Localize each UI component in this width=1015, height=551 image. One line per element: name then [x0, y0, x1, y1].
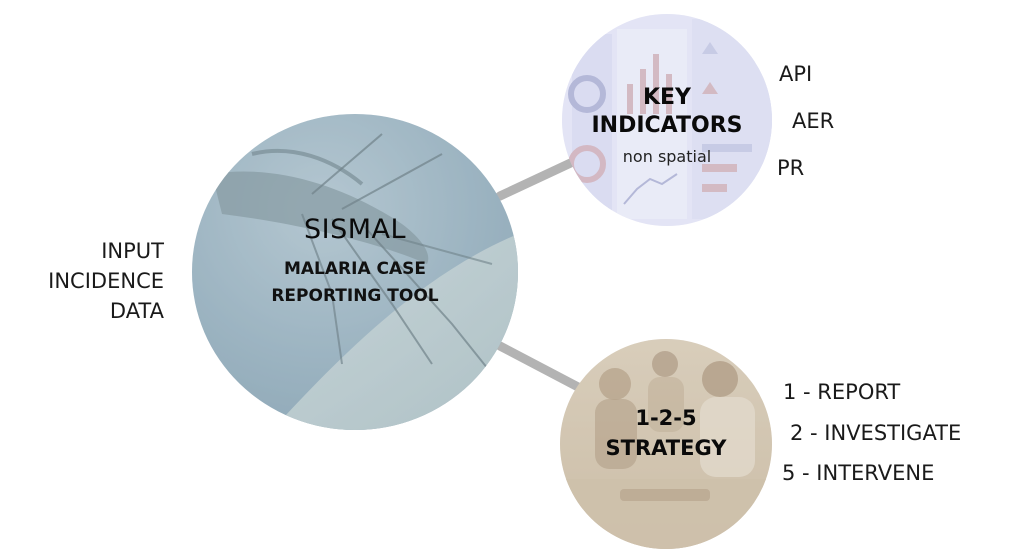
- input-label-line: INPUT: [101, 239, 164, 263]
- key-indicators-node: KEY INDICATORS non spatial: [562, 14, 772, 226]
- key-indicators-subtitle: non spatial: [622, 147, 712, 166]
- key-indicators-title: KEY INDICATORS: [562, 84, 772, 140]
- sismal-subtitle-line: REPORTING TOOL: [271, 286, 439, 306]
- strategy-step-investigate: 2 - INVESTIGATE: [790, 421, 962, 445]
- strategy-node: 1-2-5 STRATEGY: [560, 339, 772, 549]
- strategy-step-report: 1 - REPORT: [783, 380, 901, 404]
- input-label-line: DATA: [109, 299, 164, 323]
- input-incidence-data-label: INPUT INCIDENCE DATA: [14, 236, 164, 326]
- mosquito-photo-icon: [192, 114, 518, 430]
- indicator-api-label: API: [779, 62, 813, 86]
- indicator-pr-label: PR: [777, 156, 805, 180]
- sismal-subtitle: MALARIA CASE REPORTING TOOL: [192, 256, 518, 310]
- strategy-title-line: 1-2-5: [635, 406, 697, 430]
- strategy-step-intervene: 5 - INTERVENE: [782, 461, 935, 485]
- sismal-title: SISMAL: [303, 214, 407, 245]
- strategy-title: 1-2-5 STRATEGY: [560, 403, 772, 463]
- key-indicators-title-line: KEY: [642, 85, 691, 110]
- field-workers-photo-icon: [560, 339, 772, 549]
- key-indicators-title-line: INDICATORS: [591, 113, 743, 138]
- sismal-node: SISMAL MALARIA CASE REPORTING TOOL: [192, 114, 518, 430]
- strategy-title-line: STRATEGY: [605, 436, 727, 460]
- indicator-aer-label: AER: [792, 109, 835, 133]
- sismal-subtitle-line: MALARIA CASE: [283, 259, 427, 279]
- dashboard-screenshot-icon: [562, 14, 772, 226]
- input-label-line: INCIDENCE: [48, 269, 164, 293]
